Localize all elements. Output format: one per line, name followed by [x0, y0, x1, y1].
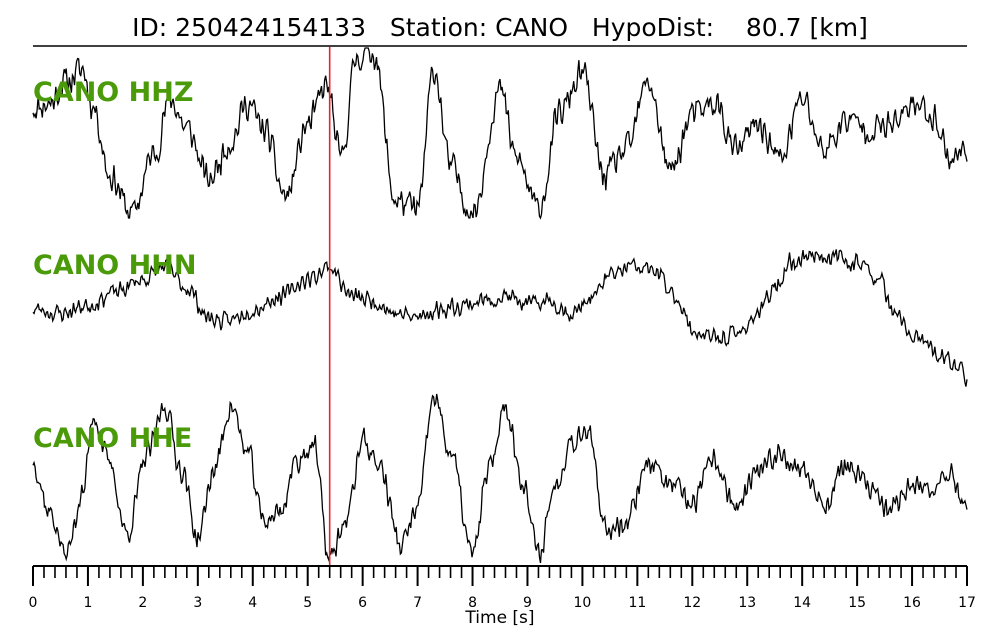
- title-id-label: ID:: [132, 13, 167, 42]
- x-tick-label: 15: [848, 595, 866, 611]
- x-tick-label: 5: [303, 595, 312, 611]
- trace-panel: CANO HHN: [32, 249, 968, 387]
- title-event-id: 250424154133: [175, 13, 366, 42]
- x-axis-label: Time [s]: [464, 608, 534, 628]
- trace-panel: CANO HHZ: [32, 47, 968, 220]
- x-tick-label: 12: [683, 595, 701, 611]
- waveform-line: [32, 393, 968, 564]
- x-tick-label: 16: [903, 595, 921, 611]
- x-tick-label: 11: [628, 595, 646, 611]
- title-station-label: Station:: [390, 13, 487, 42]
- channel-label: CANO HHE: [33, 423, 192, 454]
- title-station: CANO: [495, 13, 568, 42]
- waveform-line: [32, 249, 968, 387]
- waveform-line: [32, 47, 968, 220]
- trace-panels: CANO HHZ CANO HHN CANO HHE: [32, 47, 968, 564]
- x-tick-label: 3: [193, 595, 202, 611]
- x-tick-label: 17: [958, 595, 976, 611]
- x-tick-label: 6: [358, 595, 367, 611]
- channel-label: CANO HHZ: [33, 77, 193, 108]
- chart-title: ID: 250424154133 Station: CANO HypoDist:…: [132, 13, 868, 42]
- x-tick-label: 8: [468, 595, 477, 611]
- x-tick-label: 7: [413, 595, 422, 611]
- x-tick-label: 9: [523, 595, 532, 611]
- title-hypodist-label: HypoDist:: [592, 13, 714, 42]
- x-tick-label: 4: [248, 595, 257, 611]
- trace-panel: CANO HHE: [32, 393, 968, 564]
- time-axis: 0 1 2 3 4 5 6 7 8 9 10 11 12 13 14 15 16 17: [29, 565, 976, 611]
- x-tick-label: 1: [83, 595, 92, 611]
- title-hypodist-value: 80.7: [746, 13, 802, 42]
- x-tick-label: 13: [738, 595, 756, 611]
- title-hypodist-unit: [km]: [810, 13, 868, 42]
- x-tick-label: 2: [138, 595, 147, 611]
- x-tick-label: 0: [29, 595, 38, 611]
- x-tick-label: 14: [793, 595, 811, 611]
- channel-label: CANO HHN: [33, 250, 196, 281]
- x-tick-label: 10: [573, 595, 591, 611]
